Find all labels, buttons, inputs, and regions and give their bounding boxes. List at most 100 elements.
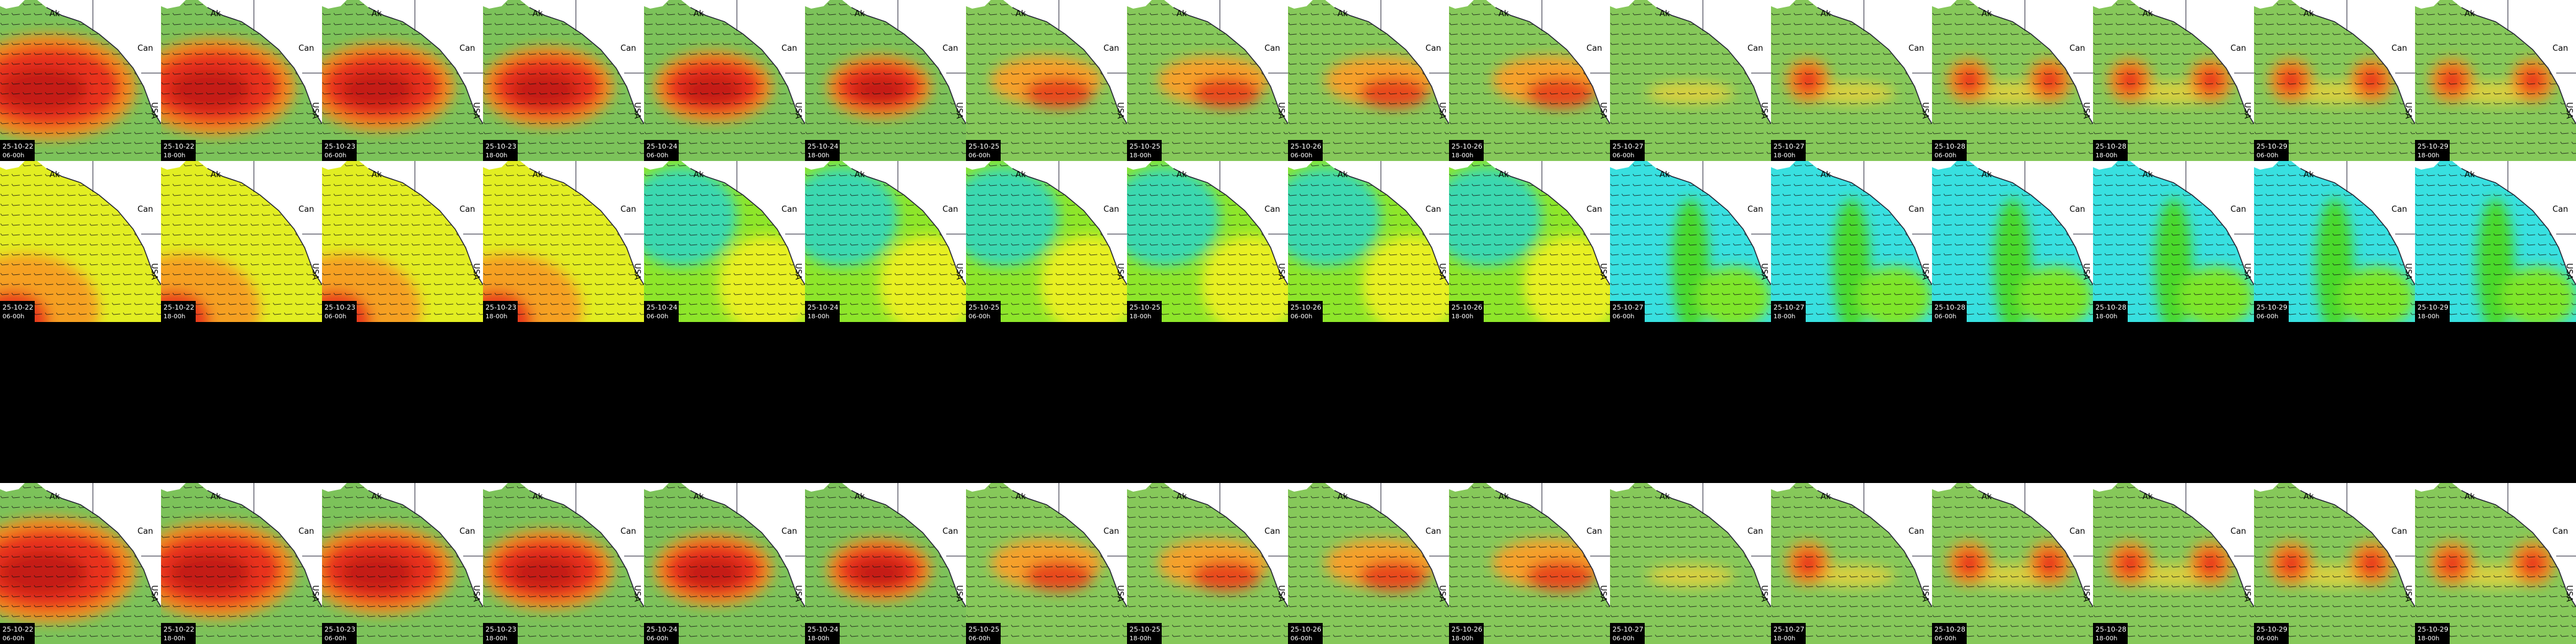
time-box bbox=[1127, 140, 1162, 161]
coastline bbox=[1495, 490, 1610, 607]
time-hour: 06-00h bbox=[2, 152, 24, 159]
coastline bbox=[2300, 168, 2415, 285]
border-line bbox=[1541, 161, 1610, 235]
map-tile: Ak Can USA 25-10-26 18-00h bbox=[1449, 0, 1610, 161]
tile-content: Ak Can USA 25-10-25 06-00h bbox=[966, 0, 1127, 161]
coastline bbox=[1012, 490, 1127, 607]
tile-content: Ak Can USA 25-10-22 18-00h bbox=[161, 161, 322, 322]
land-north bbox=[161, 0, 186, 9]
label-usa: USA bbox=[2081, 263, 2091, 280]
coastline bbox=[2300, 490, 2415, 607]
time-hour: 06-00h bbox=[1934, 635, 1956, 642]
land bbox=[198, 483, 322, 607]
label-usa: USA bbox=[793, 102, 803, 119]
label-canada: Can bbox=[459, 205, 475, 214]
time-box bbox=[644, 140, 679, 161]
time-hour: 06-00h bbox=[1290, 313, 1312, 320]
tile-content: Ak Can USA 25-10-28 18-00h bbox=[2093, 0, 2254, 161]
label-alaska: Ak bbox=[1338, 492, 1348, 502]
time-box bbox=[483, 623, 518, 644]
land-north bbox=[2415, 0, 2440, 9]
time-hour: 06-00h bbox=[646, 635, 668, 642]
land bbox=[2452, 483, 2576, 607]
land bbox=[359, 161, 483, 285]
label-usa: USA bbox=[2242, 263, 2252, 280]
label-canada: Can bbox=[2230, 205, 2246, 214]
time-date: 25-10-29 bbox=[2417, 303, 2448, 311]
label-usa: USA bbox=[2564, 263, 2574, 280]
label-alaska: Ak bbox=[1821, 170, 1831, 180]
time-date: 25-10-22 bbox=[163, 142, 194, 150]
label-usa: USA bbox=[2403, 585, 2413, 602]
map-tile: Ak Can USA 25-10-27 06-00h bbox=[1610, 161, 1771, 322]
border-line bbox=[253, 483, 322, 557]
tile-content: Ak Can USA 25-10-29 18-00h bbox=[2415, 161, 2576, 322]
map-tile: Ak Can USA 25-10-28 18-00h bbox=[2093, 0, 2254, 161]
land-north bbox=[1288, 483, 1313, 492]
time-hour: 18-00h bbox=[2417, 152, 2439, 159]
time-hour: 06-00h bbox=[1612, 635, 1634, 642]
land bbox=[198, 0, 322, 124]
coastline bbox=[207, 490, 322, 607]
land bbox=[1164, 483, 1288, 607]
border-line bbox=[2346, 483, 2415, 557]
border-line bbox=[1541, 0, 1610, 74]
map-tile: Ak Can USA 25-10-29 18-00h bbox=[2415, 161, 2576, 322]
label-canada: Can bbox=[942, 205, 958, 214]
coastline bbox=[207, 168, 322, 285]
time-box bbox=[805, 301, 840, 322]
coastline bbox=[1817, 7, 1932, 124]
map-tile: Ak Can USA 25-10-25 06-00h bbox=[966, 0, 1127, 161]
label-alaska: Ak bbox=[1016, 9, 1026, 19]
land-north bbox=[2415, 161, 2440, 170]
time-date: 25-10-25 bbox=[968, 303, 999, 311]
tile-content: Ak Can USA 25-10-27 18-00h bbox=[1771, 0, 1932, 161]
label-canada: Can bbox=[1264, 527, 1280, 536]
time-hour: 06-00h bbox=[324, 313, 346, 320]
label-alaska: Ak bbox=[2143, 492, 2153, 502]
tile-content: Ak Can USA 25-10-22 18-00h bbox=[161, 0, 322, 161]
border-line bbox=[1541, 483, 1610, 557]
label-alaska: Ak bbox=[694, 9, 704, 19]
label-usa: USA bbox=[1115, 585, 1125, 602]
time-hour: 18-00h bbox=[1129, 152, 1151, 159]
tile-content: Ak Can USA 25-10-24 06-00h bbox=[644, 483, 805, 644]
time-date: 25-10-27 bbox=[1773, 142, 1804, 150]
land-north bbox=[1932, 161, 1957, 170]
label-usa: USA bbox=[632, 102, 642, 119]
label-alaska: Ak bbox=[1338, 170, 1348, 180]
label-usa: USA bbox=[1276, 102, 1286, 119]
coastline bbox=[2461, 168, 2576, 285]
land bbox=[842, 483, 966, 607]
time-box bbox=[2093, 301, 2128, 322]
label-usa: USA bbox=[2403, 263, 2413, 280]
label-canada: Can bbox=[2552, 527, 2568, 536]
map-tile: Ak Can USA 25-10-24 06-00h bbox=[644, 0, 805, 161]
tile-content: Ak Can USA 25-10-27 18-00h bbox=[1771, 161, 1932, 322]
map-tile: Ak Can USA 25-10-25 18-00h bbox=[1127, 483, 1288, 644]
time-date: 25-10-28 bbox=[2095, 625, 2126, 633]
land bbox=[1486, 0, 1610, 124]
tile-content: Ak Can USA 25-10-27 18-00h bbox=[1771, 483, 1932, 644]
border-line bbox=[1702, 483, 1771, 557]
time-date: 25-10-25 bbox=[968, 142, 999, 150]
time-date: 25-10-23 bbox=[485, 303, 516, 311]
time-hour: 18-00h bbox=[2095, 152, 2117, 159]
border-line bbox=[1863, 0, 1932, 74]
land-north bbox=[644, 0, 669, 9]
map-tile: Ak Can USA 25-10-27 18-00h bbox=[1771, 0, 1932, 161]
label-usa: USA bbox=[793, 263, 803, 280]
land bbox=[1647, 0, 1771, 124]
land bbox=[37, 483, 161, 607]
tile-content: Ak Can USA 25-10-25 06-00h bbox=[966, 483, 1127, 644]
border-line bbox=[253, 0, 322, 74]
label-alaska: Ak bbox=[1982, 170, 1992, 180]
label-canada: Can bbox=[298, 205, 314, 214]
label-canada: Can bbox=[2552, 44, 2568, 53]
time-box bbox=[1449, 623, 1484, 644]
label-alaska: Ak bbox=[1821, 492, 1831, 502]
time-box bbox=[2415, 140, 2450, 161]
label-alaska: Ak bbox=[1660, 170, 1670, 180]
time-box bbox=[1288, 301, 1323, 322]
land-north bbox=[0, 0, 25, 9]
